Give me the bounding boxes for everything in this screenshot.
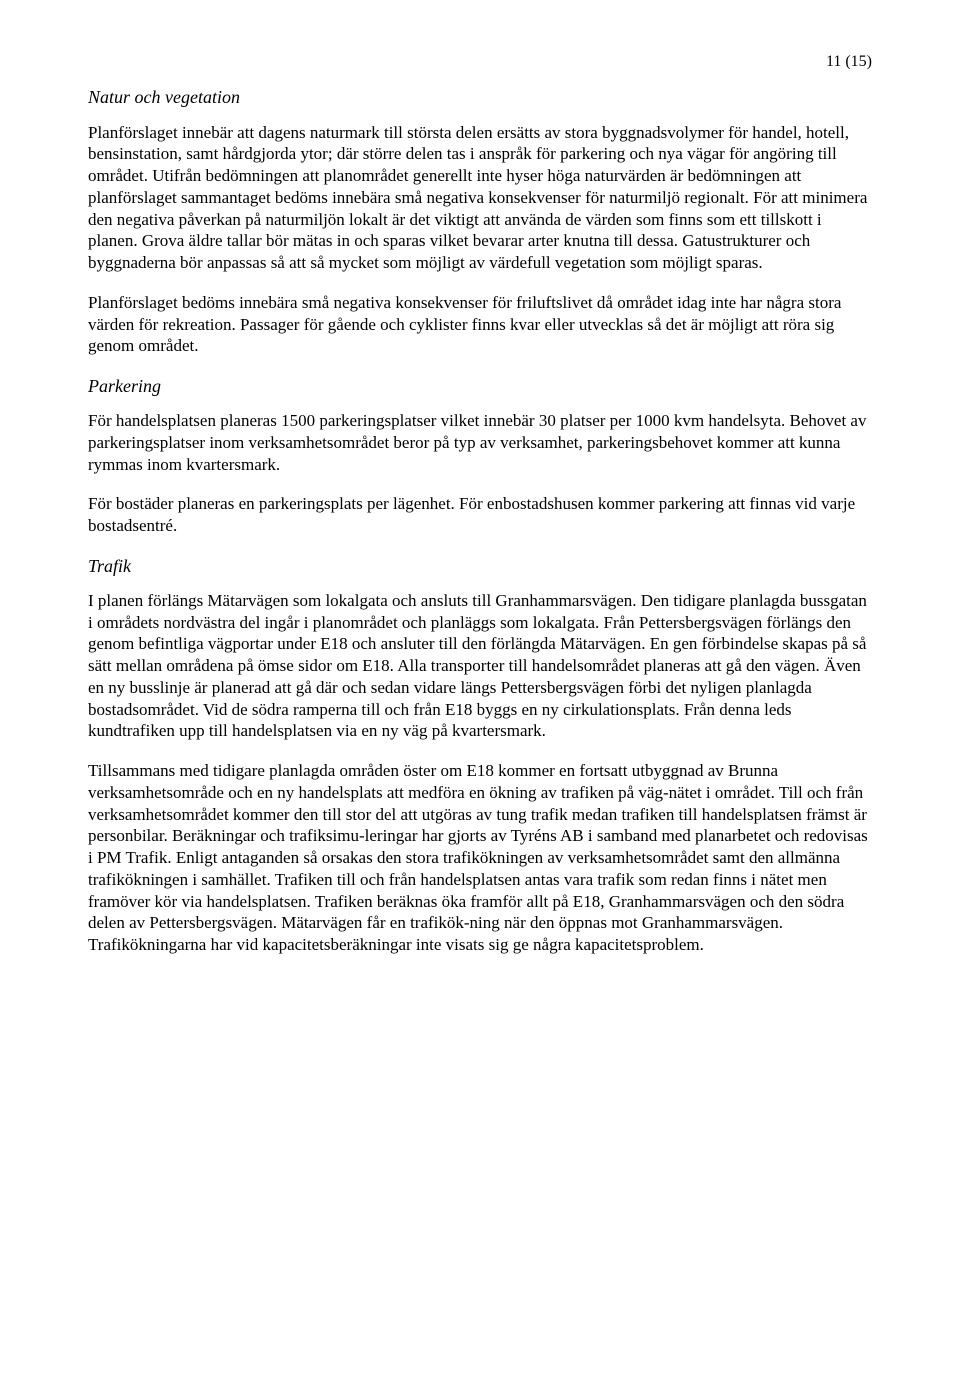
page-number: 11 (15) [88, 52, 872, 72]
heading-trafik: Trafik [88, 555, 872, 578]
para-trafik-2: Tillsammans med tidigare planlagda områd… [88, 760, 872, 956]
para-parkering-1: För handelsplatsen planeras 1500 parkeri… [88, 410, 872, 475]
para-parkering-2: För bostäder planeras en parkeringsplats… [88, 493, 872, 537]
heading-natur: Natur och vegetation [88, 86, 872, 109]
heading-parkering: Parkering [88, 375, 872, 398]
para-trafik-1: I planen förlängs Mätarvägen som lokalga… [88, 590, 872, 742]
para-natur-2: Planförslaget bedöms innebära små negati… [88, 292, 872, 357]
para-natur-1: Planförslaget innebär att dagens naturma… [88, 122, 872, 274]
